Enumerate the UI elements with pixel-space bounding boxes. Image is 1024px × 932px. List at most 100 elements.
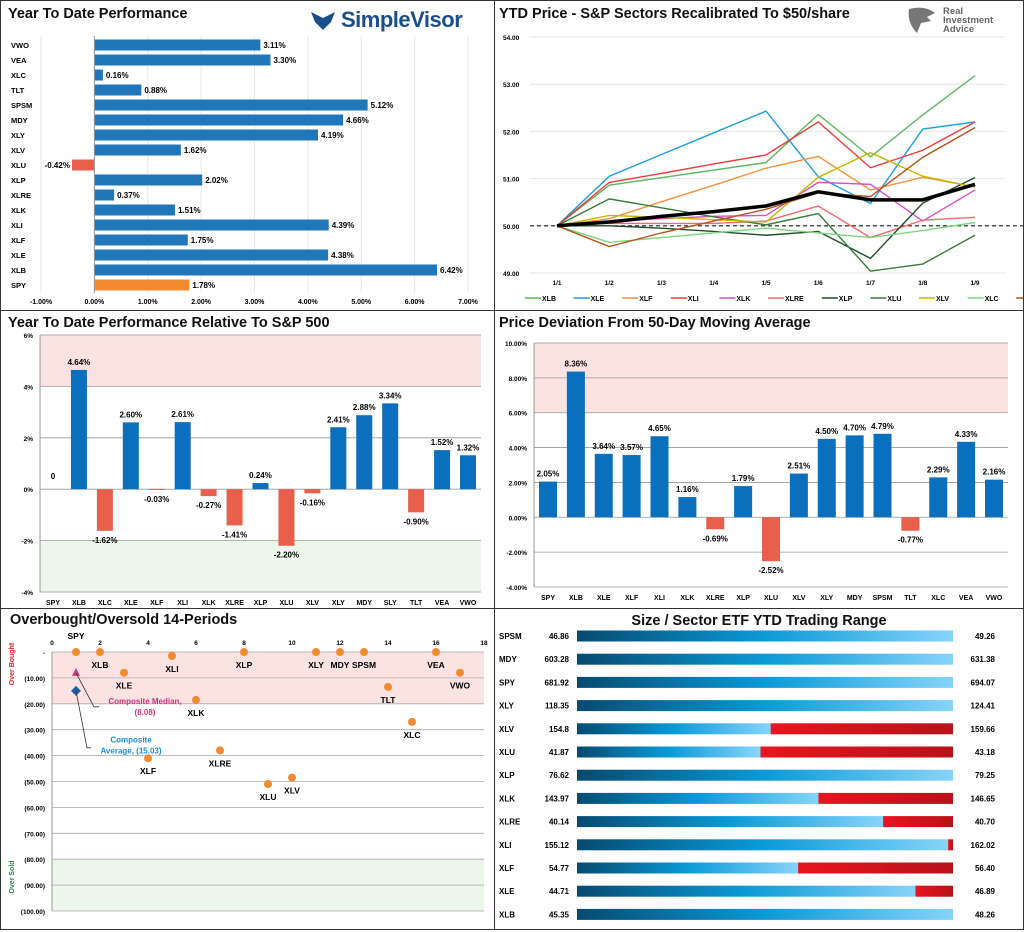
point-label: VWO xyxy=(450,681,471,691)
point-label: XLV xyxy=(284,786,300,796)
bar-TLT xyxy=(408,489,425,513)
ytd-price-panel: YTD Price - S&P Sectors Recalibrated To … xyxy=(494,0,1024,311)
high-value: 694.07 xyxy=(971,678,996,687)
x-tick-label: XLY xyxy=(820,595,833,602)
point-label: XLE xyxy=(116,681,133,691)
x-tick-label: XLP xyxy=(736,595,750,602)
data-label: 3.34% xyxy=(379,391,402,400)
bar-VWO xyxy=(985,479,1003,518)
data-label: 2.41% xyxy=(327,415,350,424)
range-bar-XLF xyxy=(577,862,799,874)
x-tick-label: 0 xyxy=(50,640,54,647)
x-tick-label: 18 xyxy=(480,640,488,647)
y-tick-label: -2.00% xyxy=(506,550,527,557)
y-tick-label: 53.00 xyxy=(503,82,520,89)
y-tick-label: 8.00% xyxy=(509,376,528,383)
y-tick-label: 4% xyxy=(24,384,34,391)
data-label: 4.79% xyxy=(871,422,894,431)
category-label: XLC xyxy=(11,71,27,80)
ytd-bar-chart: -1.00% 0.00% 1.00% 2.00% 3.00% 4.00% 5.00% 6.00… xyxy=(11,36,479,306)
ticker-label: XLP xyxy=(499,771,515,780)
x-tick-label: 1.00% xyxy=(138,299,159,306)
logo-text: Real Investment Advice xyxy=(943,5,994,35)
range-bar-SPY xyxy=(577,676,953,688)
data-label: 1.78% xyxy=(192,281,215,290)
range-remaining-XLV xyxy=(770,723,953,735)
bar-MDY xyxy=(356,415,373,490)
data-label: -2.52% xyxy=(758,566,783,575)
bar-XLI xyxy=(174,422,191,490)
data-label: 1.62% xyxy=(184,146,207,155)
chart-title: Year To Date Performance Relative To S&P… xyxy=(8,315,330,331)
y-tick-label: -4% xyxy=(21,590,33,597)
category-label: XLI xyxy=(11,221,23,230)
low-value: 155.12 xyxy=(545,841,570,850)
category-label: MDY xyxy=(11,116,28,125)
high-value: 56.40 xyxy=(975,864,996,873)
legend-label: XLRE xyxy=(785,296,804,303)
point-MDY xyxy=(336,648,344,656)
median-value: (8.08) xyxy=(135,708,156,717)
data-label: 4.65% xyxy=(648,424,671,433)
legend-label: XLV xyxy=(936,296,949,303)
high-value: 43.18 xyxy=(975,748,996,757)
relative-performance-panel: Year To Date Performance Relative To S&P… xyxy=(0,310,495,609)
y-tick-label: 6.00% xyxy=(509,411,528,418)
bar-VWO xyxy=(460,455,476,490)
bar-XLRE xyxy=(226,489,243,526)
x-tick-label: 6 xyxy=(194,640,198,647)
data-label: 2.51% xyxy=(788,462,811,471)
x-tick-label: XLF xyxy=(150,600,164,607)
range-remaining-XLI xyxy=(948,839,953,851)
category-label: XLE xyxy=(11,251,26,260)
low-value: 54.77 xyxy=(549,864,570,873)
range-remaining-XLE xyxy=(915,885,953,897)
ticker-label: XLK xyxy=(499,794,515,803)
bar-SPY xyxy=(539,481,557,518)
data-label: 3.11% xyxy=(263,41,285,50)
x-tick-label: 1/4 xyxy=(709,280,718,287)
bar-MDY xyxy=(845,435,864,518)
y-tick-label: (100.00) xyxy=(21,909,45,916)
range-remaining-XLK xyxy=(818,792,953,804)
point-XLRE xyxy=(216,746,224,755)
y-tick-label: (50.00) xyxy=(24,780,45,787)
data-label: 1.16% xyxy=(676,485,699,494)
y-tick-label: 10.00% xyxy=(505,341,527,348)
category-label: XLU xyxy=(11,161,26,170)
legend-label: XLP xyxy=(839,296,853,303)
x-tick-label: 12 xyxy=(336,640,344,647)
point-XLE xyxy=(120,668,128,677)
data-label: 3.64% xyxy=(592,442,615,451)
point-XLB xyxy=(96,648,104,656)
bar-XLB xyxy=(70,369,87,490)
x-tick-label: MDY xyxy=(847,595,863,602)
bar-VWO xyxy=(94,39,261,51)
x-tick-label: 10 xyxy=(288,640,296,647)
point-label: XLRE xyxy=(209,758,232,768)
ytd-price-line-chart: 49.00 50.00 51.00 52.00 53.00 54.00 1/1 1/2 1/3 1… xyxy=(503,35,1023,303)
range-bar-XLRE xyxy=(577,816,884,828)
series-line-XLF xyxy=(556,155,976,227)
x-tick-label: 14 xyxy=(384,640,392,647)
y-tick-label: (30.00) xyxy=(24,728,45,735)
legend-label: XLE xyxy=(591,296,605,303)
high-value: 49.26 xyxy=(975,632,996,641)
data-label: 0.16% xyxy=(106,71,129,80)
overbought-oversold-panel: Overbought/Oversold 14-Periods - (10.00) (… xyxy=(0,608,495,930)
x-tick-label: 8 xyxy=(242,640,246,647)
low-value: 46.86 xyxy=(549,632,570,641)
x-tick-label: 6.00% xyxy=(405,299,426,306)
data-label: -0.27% xyxy=(196,501,221,510)
price-deviation-panel: Price Deviation From 50-Day Moving Avera… xyxy=(494,310,1024,609)
y-tick-label: (80.00) xyxy=(24,857,45,864)
data-label: 4.33% xyxy=(955,430,978,439)
data-label: 2.16% xyxy=(983,468,1006,477)
median-triangle-marker xyxy=(72,667,80,676)
data-label: 2.29% xyxy=(927,465,950,474)
data-label: 8.36% xyxy=(565,360,588,369)
data-label: 4.70% xyxy=(843,423,866,432)
point-XLC xyxy=(408,717,416,726)
x-tick-label: 1/3 xyxy=(657,280,666,287)
y-tick-label: - xyxy=(43,650,45,657)
